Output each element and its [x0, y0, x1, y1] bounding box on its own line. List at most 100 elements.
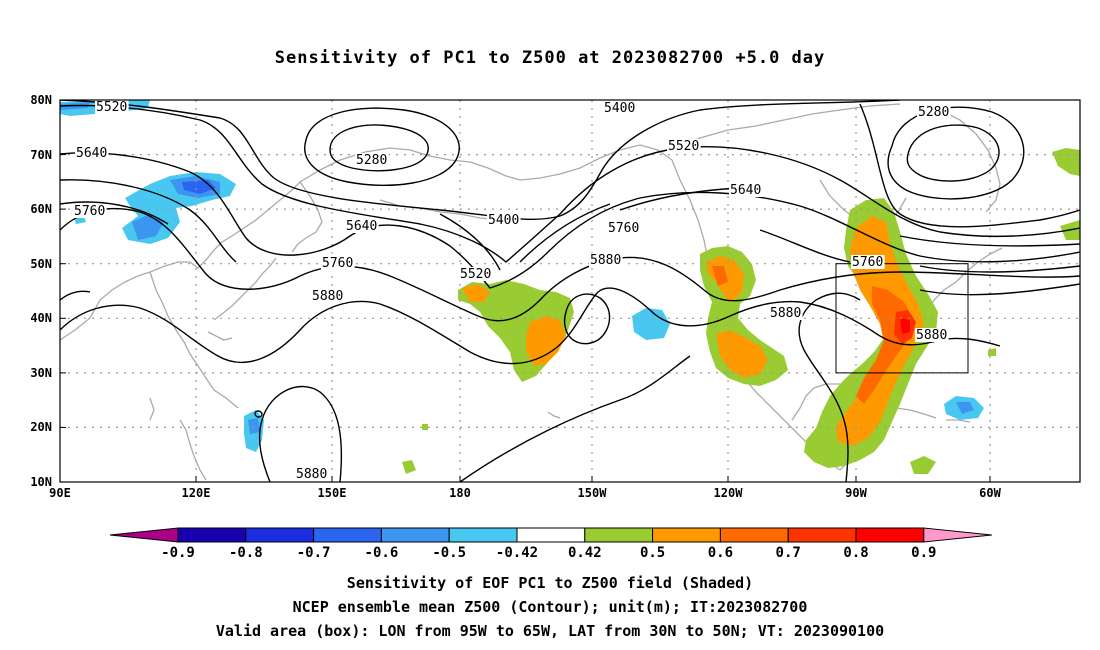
map-frame	[59, 99, 1081, 483]
lat-label: 40N	[30, 311, 52, 325]
coastline-japan	[213, 257, 277, 321]
caption-line-1: Sensitivity of EOF PC1 to Z500 field (Sh…	[346, 574, 754, 592]
green-region-atlantic-east	[910, 456, 936, 474]
red-region-east-na-core	[900, 318, 910, 334]
contour-label-bg	[73, 204, 107, 218]
lon-label: 90W	[845, 486, 867, 500]
coastline-kamchatka	[291, 181, 323, 253]
coastline-asia	[60, 181, 301, 341]
coastline-philippines	[179, 419, 207, 481]
contour-label-bg	[459, 267, 493, 281]
contour-label-bg	[311, 289, 345, 303]
lat-label: 20N	[30, 420, 52, 434]
contour-label: 5280	[918, 105, 949, 120]
contour-extra-4	[519, 203, 611, 263]
contour-label-bg	[769, 306, 803, 320]
lon-label: 150W	[578, 486, 608, 500]
contour-label-bg	[729, 183, 763, 197]
contour-label-bg	[355, 153, 389, 167]
contour-label: 5880	[916, 328, 947, 343]
contour-5280-siberia-outer	[304, 107, 460, 187]
colorbar-swatch	[177, 527, 247, 543]
coastline-taiwan	[149, 397, 155, 421]
contour-extra-2	[60, 201, 169, 225]
colorbar-label: -0.7	[297, 545, 331, 561]
contour-label: 5760	[74, 204, 105, 219]
contour-extra-6	[919, 265, 1080, 273]
contour-label-bg	[75, 146, 109, 160]
contour-small-circle	[254, 410, 263, 418]
coastline-alaska	[469, 144, 673, 181]
orange-region-west-us-2	[716, 330, 768, 378]
lat-label: 50N	[30, 257, 52, 271]
chart-title: Sensitivity of PC1 to Z500 at 2023082700…	[274, 48, 826, 68]
contour-label: 5880	[296, 467, 327, 482]
lat-label: 80N	[30, 93, 52, 107]
green-region-east-na	[804, 198, 938, 468]
coastline-hawaii	[547, 411, 561, 419]
caption-line-2: NCEP ensemble mean Z500 (Contour); unit(…	[292, 598, 808, 616]
colorbar-label: 0.6	[708, 545, 733, 561]
contour-5760	[60, 207, 1080, 322]
colorbar-label: 0.42	[568, 545, 602, 561]
contour-extra-1	[60, 179, 237, 263]
colorbar-label: -0.6	[365, 545, 399, 561]
colorbar-label: 0.5	[640, 545, 665, 561]
lon-axis: 90E 120E 150E 180 150W 120W 90W 60W	[49, 476, 1002, 500]
contour-label-bg	[589, 253, 623, 267]
colorbar-swatch	[855, 527, 925, 543]
coastline-greenland	[939, 109, 1001, 213]
coastline-siberia	[299, 147, 471, 183]
contour-5520	[60, 104, 1080, 263]
orange-region-east-na	[836, 216, 924, 446]
colorbar-label: -0.9	[161, 545, 195, 561]
contour-label-bg	[917, 105, 951, 119]
contour-labels: 5520 5400 5280 5280 5640 5520 5760 5640 …	[73, 100, 951, 482]
colorbar-swatch	[516, 527, 586, 543]
contour-5280-siberia	[329, 124, 429, 172]
blue-region-atlantic-core	[956, 402, 974, 414]
orange-region-central-pacific-west	[462, 284, 490, 302]
colorbar-swatch	[787, 527, 857, 543]
contour-label: 5760	[852, 255, 883, 270]
lon-label: 150E	[318, 486, 347, 500]
contour-label-bg	[851, 255, 885, 269]
contour-5880-closed	[563, 293, 611, 345]
contour-5640	[60, 152, 1080, 289]
contour-label: 5880	[770, 306, 801, 321]
colorbar-label: -0.8	[229, 545, 263, 561]
coastline-japan-2	[207, 331, 233, 341]
valid-area-box	[835, 263, 969, 374]
contour-label-bg	[95, 100, 129, 114]
contour-label: 5640	[76, 146, 107, 161]
lon-label: 120E	[182, 486, 211, 500]
lat-label: 70N	[30, 148, 52, 162]
contour-label-bg	[915, 328, 949, 342]
contour-label-bg	[487, 213, 521, 227]
colorbar-label: -0.5	[432, 545, 466, 561]
contour-label: 5280	[356, 153, 387, 168]
darkorange-region-west-us	[712, 266, 728, 286]
lat-label: 60N	[30, 202, 52, 216]
lon-label: 180	[449, 486, 471, 500]
lon-label: 90E	[49, 486, 71, 500]
contour-extra-5	[899, 235, 1080, 247]
contour-label: 5880	[590, 253, 621, 268]
contour-5640-near-ak	[619, 187, 741, 211]
coastline-hispaniola	[946, 419, 971, 423]
colorbar-swatch	[245, 527, 315, 543]
blue-region-philippine-sea-core	[248, 418, 260, 434]
lat-label: 30N	[30, 366, 52, 380]
colorbar-label: 0.9	[911, 545, 936, 561]
colorbar-swatch	[652, 527, 721, 543]
contour-label-bg	[603, 101, 637, 115]
blue-region-pacific	[632, 308, 670, 340]
contour-label: 5400	[604, 101, 635, 116]
contour-5760-east	[759, 229, 851, 263]
contour-label: 5520	[668, 139, 699, 154]
contour-label: 5400	[488, 213, 519, 228]
lon-label: 60W	[979, 486, 1001, 500]
contour-label-bg	[345, 219, 379, 233]
colorbar-swatch	[313, 527, 382, 543]
contour-label-bg	[321, 256, 355, 270]
